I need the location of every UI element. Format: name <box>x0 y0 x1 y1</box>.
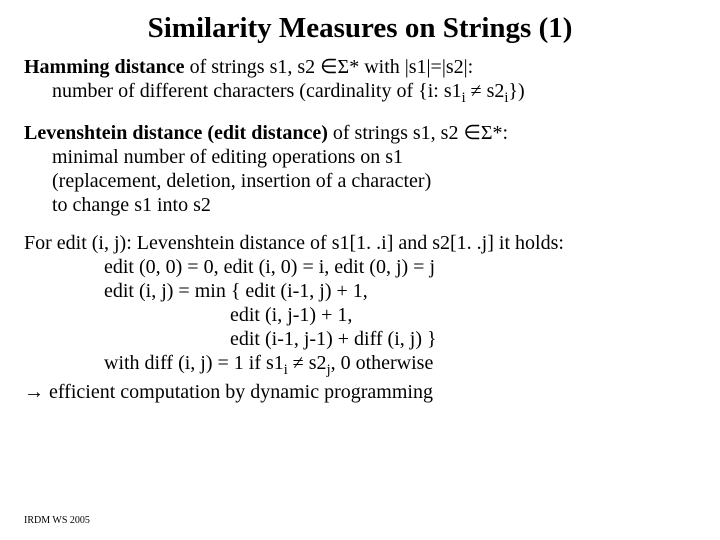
lev-line1-rest: of strings s1, s2 ∈Σ*: <box>328 122 508 144</box>
lev-label: Levenshtein distance (edit distance) <box>24 122 328 144</box>
lev-line4: to change s1 into s2 <box>24 193 696 217</box>
edit-conclusion: → efficient computation by dynamic progr… <box>24 380 696 404</box>
lev-line3: (replacement, deletion, insertion of a c… <box>24 169 696 193</box>
edit-line5: edit (i-1, j-1) + diff (i, j) } <box>24 327 696 351</box>
diff-b: ≠ s2 <box>288 352 327 374</box>
hamming-line1: Hamming distance of strings s1, s2 ∈Σ* w… <box>24 55 696 79</box>
slide-title: Similarity Measures on Strings (1) <box>24 12 696 45</box>
hamming-line2: number of different characters (cardinal… <box>24 79 696 107</box>
edit-line4: edit (i, j-1) + 1, <box>24 303 696 327</box>
edit-line1: For edit (i, j): Levenshtein distance of… <box>24 231 696 255</box>
hamming-line2-a: number of different characters (cardinal… <box>52 80 462 102</box>
levenshtein-block: Levenshtein distance (edit distance) of … <box>24 121 696 217</box>
lev-line1: Levenshtein distance (edit distance) of … <box>24 121 696 145</box>
diff-c: , 0 otherwise <box>331 352 434 374</box>
hamming-line2-end: }) <box>508 80 524 102</box>
hamming-line1-rest: of strings s1, s2 ∈Σ* with |s1|=|s2|: <box>185 56 474 78</box>
hamming-line2-mid: ≠ s2 <box>466 80 505 102</box>
edit-line3: edit (i, j) = min { edit (i-1, j) + 1, <box>24 279 696 303</box>
slide: Similarity Measures on Strings (1) Hammi… <box>0 0 720 540</box>
lev-line2: minimal number of editing operations on … <box>24 145 696 169</box>
edit-diff: with diff (i, j) = 1 if s1i ≠ s2j, 0 oth… <box>24 351 696 379</box>
hamming-block: Hamming distance of strings s1, s2 ∈Σ* w… <box>24 55 696 107</box>
hamming-label: Hamming distance <box>24 56 185 78</box>
footer: IRDM WS 2005 <box>24 515 90 526</box>
edit-block: For edit (i, j): Levenshtein distance of… <box>24 231 696 403</box>
diff-a: with diff (i, j) = 1 if s1 <box>104 352 284 374</box>
edit-line2: edit (0, 0) = 0, edit (i, 0) = i, edit (… <box>24 255 696 279</box>
